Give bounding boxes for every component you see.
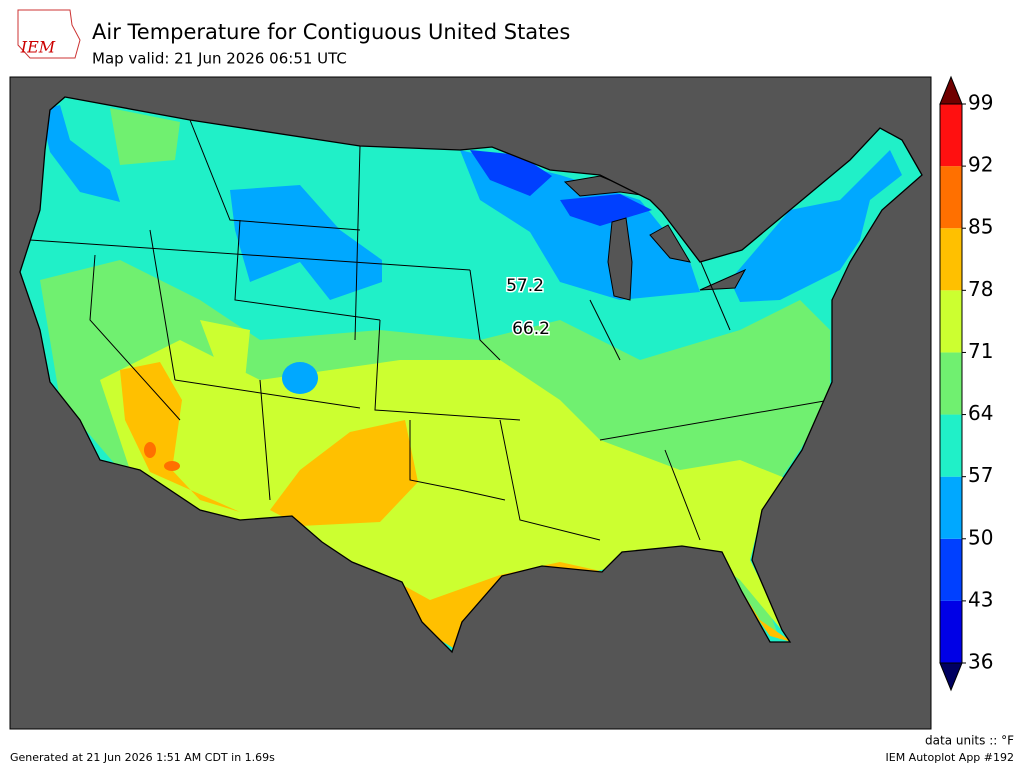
- generated-label: Generated at 21 Jun 2026 1:51 AM CDT in …: [10, 751, 275, 764]
- contour-fill: [164, 461, 180, 471]
- contour-fill: [40, 105, 902, 302]
- app-label: IEM Autoplot App #192: [886, 751, 1015, 764]
- units-label: data units :: °F: [925, 734, 1014, 748]
- colorbar-band: [940, 228, 962, 291]
- colorbar-band: [940, 414, 962, 477]
- colorbar-tick-label: 50: [968, 525, 993, 549]
- contour-fill: [144, 442, 156, 458]
- logo: IEM: [17, 9, 81, 59]
- subtitle: Map valid: 21 Jun 2026 06:51 UTC: [92, 50, 347, 68]
- contour-label: 57.2: [506, 276, 544, 296]
- colorbar: 36 43 50 57 64 71 78 85 92 99: [939, 75, 993, 692]
- contour-fill: [120, 362, 792, 652]
- colorbar-band: [940, 352, 962, 415]
- colorbar-tick-label: 36: [968, 650, 993, 674]
- colorbar-tick-label: 43: [968, 587, 993, 611]
- title: Air Temperature for Contiguous United St…: [92, 20, 570, 44]
- contour-fill: [100, 320, 790, 650]
- colorbar-band: [940, 476, 962, 539]
- contour-fill: [282, 362, 318, 394]
- colorbar-band: [940, 166, 962, 229]
- logo-outline: [17, 9, 81, 59]
- contour-label: 66.2: [512, 319, 550, 339]
- colorbar-tick-label: 78: [968, 277, 993, 301]
- colorbar-tick-label: 85: [968, 215, 993, 239]
- colorbar-tick-label: 99: [968, 91, 993, 115]
- colorbar-tick-label: 71: [968, 339, 993, 363]
- colorbar-band: [940, 104, 962, 167]
- contour-fill: [470, 150, 652, 226]
- colorbar-tick-label: 57: [968, 463, 993, 487]
- great-lakes: [563, 175, 747, 301]
- state-lines: [29, 119, 831, 541]
- colorbar-band: [940, 290, 962, 353]
- colorbar-band: [940, 600, 962, 663]
- colorbar-band: [940, 538, 962, 601]
- logo-text: IEM: [20, 38, 56, 57]
- colorbar-tick-label: 64: [968, 401, 993, 425]
- colorbar-tick-label: 92: [968, 153, 993, 177]
- colorbar-frame: [939, 103, 963, 664]
